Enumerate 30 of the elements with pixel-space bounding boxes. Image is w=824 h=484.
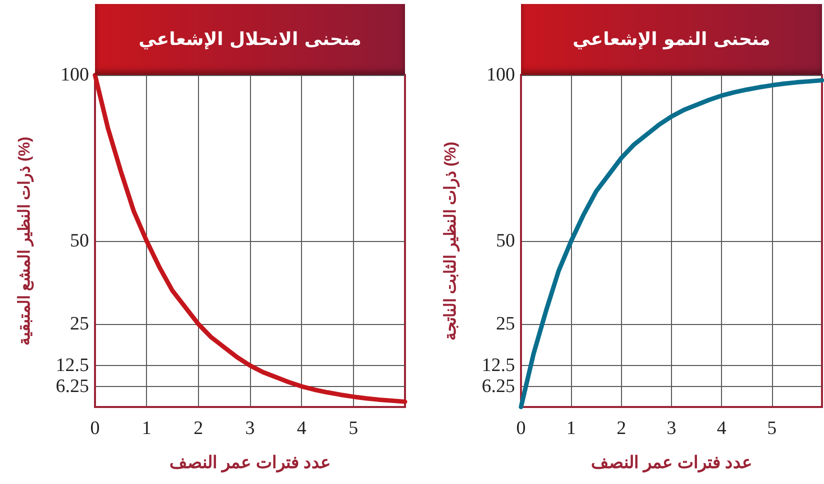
y-tick-label: 12.5 bbox=[482, 355, 515, 376]
x-tick-label: 2 bbox=[194, 418, 204, 439]
x-tick-label: 2 bbox=[616, 418, 626, 439]
y-tick-label: 100 bbox=[60, 64, 89, 86]
x-tick-label: 0 bbox=[90, 418, 100, 439]
y-tick-label: 50 bbox=[70, 230, 89, 252]
x-tick-label: 1 bbox=[142, 418, 152, 439]
y-tick-label: 25 bbox=[70, 314, 89, 334]
y-tick-label: 6.25 bbox=[482, 376, 515, 397]
x-tick-label: 1 bbox=[566, 418, 576, 439]
y-axis-title: ذرات النظير الثابت الناتجة (%) bbox=[442, 142, 460, 340]
y-tick-label: 50 bbox=[496, 230, 515, 252]
y-tick-label: 100 bbox=[486, 64, 515, 86]
y-axis-title: ذرات النظير المشع المتبقية (%) bbox=[16, 136, 34, 346]
y-tick-label: 12.5 bbox=[56, 355, 89, 376]
x-axis-title: عدد فترات عمر النصف bbox=[590, 453, 752, 473]
x-tick-label: 5 bbox=[348, 418, 358, 439]
x-tick-label: 0 bbox=[516, 418, 526, 439]
chart-title: منحنى الانحلال الإشعاعي bbox=[95, 4, 405, 75]
chart-title: منحنى النمو الإشعاعي bbox=[521, 4, 822, 75]
x-tick-label: 5 bbox=[767, 418, 777, 439]
x-axis-title: عدد فترات عمر النصف bbox=[169, 453, 331, 473]
y-tick-label: 6.25 bbox=[56, 376, 89, 397]
x-tick-label: 4 bbox=[296, 418, 307, 439]
x-tick-label: 3 bbox=[245, 418, 255, 439]
x-tick-label: 4 bbox=[716, 418, 727, 439]
x-tick-label: 3 bbox=[666, 418, 676, 439]
line-series bbox=[518, 78, 824, 410]
line-series bbox=[92, 72, 408, 404]
y-tick-label: 25 bbox=[496, 314, 515, 334]
